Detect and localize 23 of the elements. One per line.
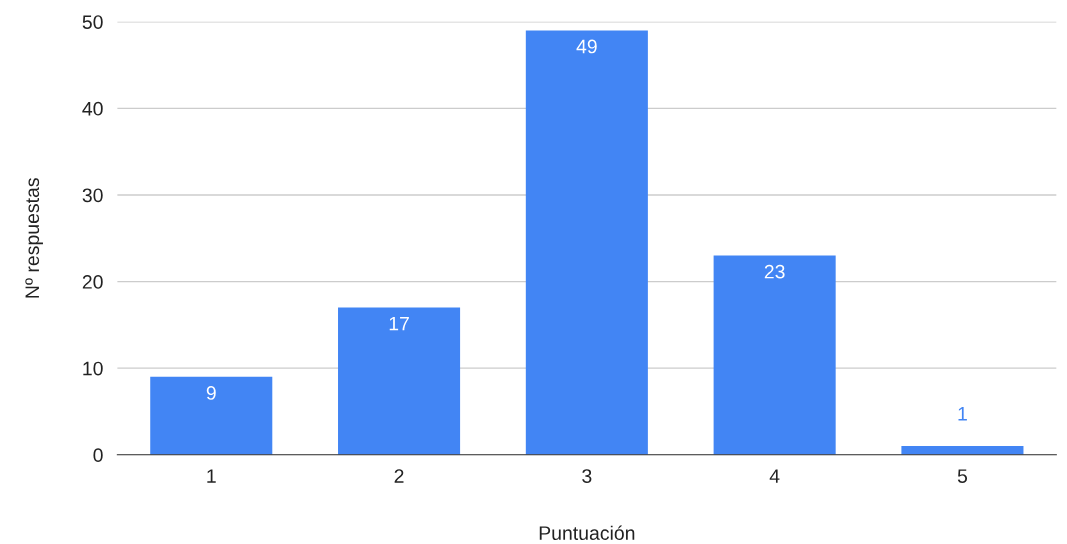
bar: [150, 376, 273, 455]
x-tick-label: 1: [207, 469, 216, 483]
data-label: 9: [206, 386, 216, 400]
x-tick-label: 4: [769, 469, 780, 483]
data-label: 23: [764, 264, 785, 279]
y-tick-label: 20: [82, 275, 103, 289]
y-tick-label: 10: [83, 361, 103, 376]
y-axis-title: Nº respuestas: [25, 178, 43, 298]
data-label: 1: [958, 407, 967, 421]
bar: [713, 255, 836, 455]
bar: [901, 446, 1024, 455]
y-tick-label: 40: [82, 101, 103, 116]
y-tick-label: 0: [93, 448, 103, 463]
y-tick-label: 50: [82, 15, 103, 29]
data-label: 49: [576, 39, 597, 54]
x-tick-label: 2: [394, 469, 404, 483]
x-axis-title: Puntuación: [539, 525, 635, 540]
x-tick-label: 3: [582, 469, 592, 483]
x-tick-label: 5: [957, 469, 968, 483]
y-tick-label: 30: [82, 188, 103, 203]
bar: [525, 30, 648, 455]
data-label: 17: [389, 316, 409, 331]
bar: [338, 307, 461, 455]
